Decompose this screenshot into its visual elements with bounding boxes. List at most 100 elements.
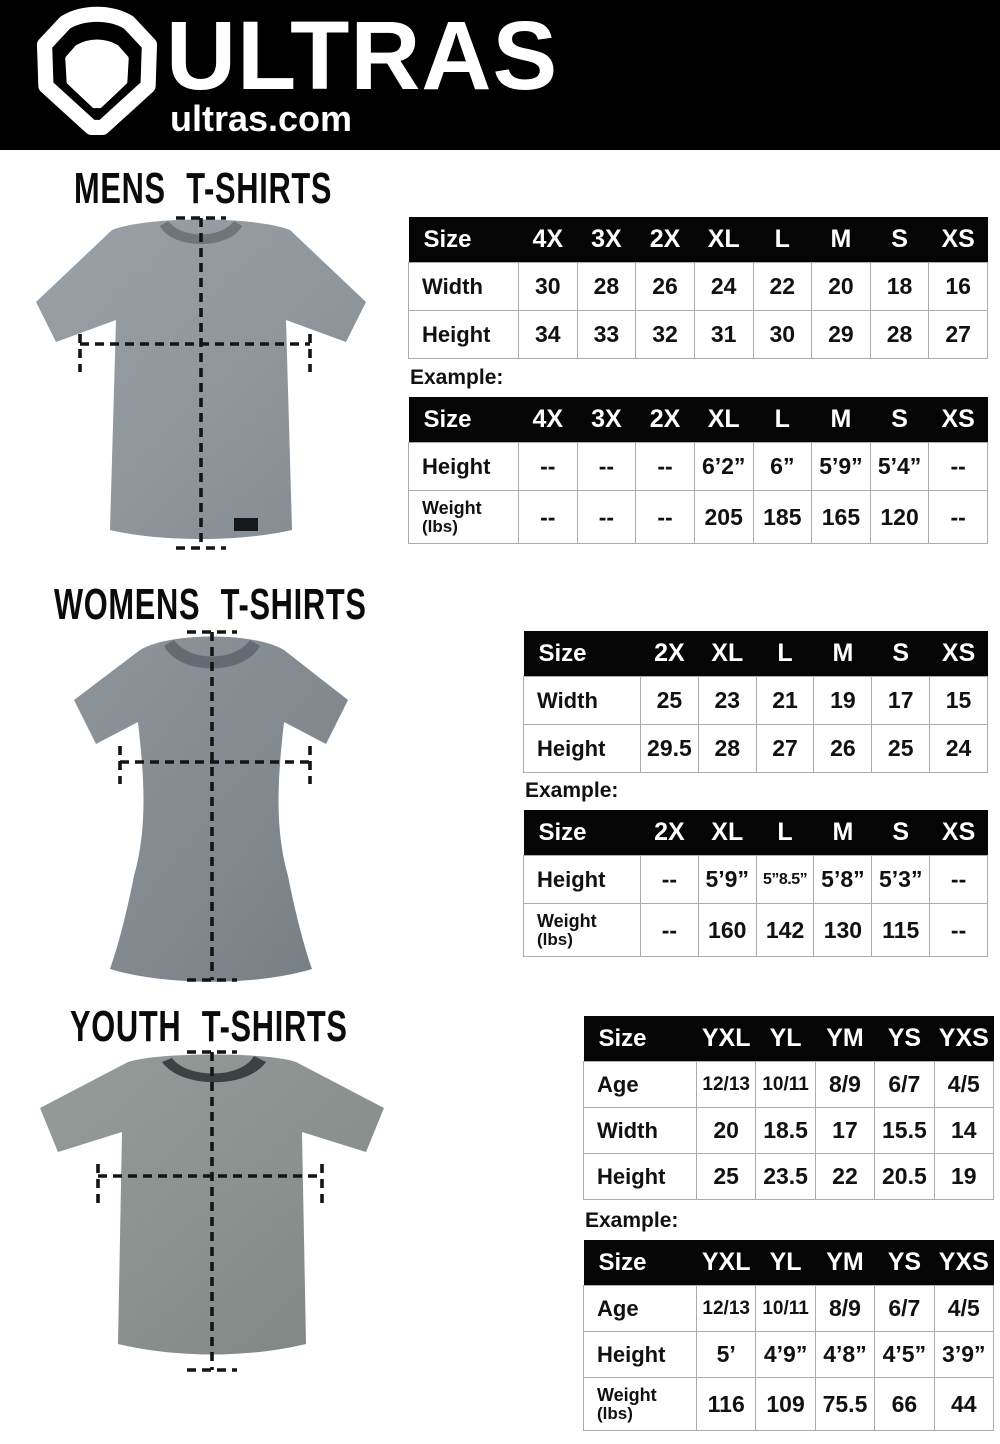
column-header-YL: YL (755, 1240, 816, 1286)
column-header-YM: YM (815, 1240, 875, 1286)
row-label: Width (523, 676, 641, 725)
width-measure-line (118, 746, 312, 784)
size-value: 6/7 (874, 1061, 935, 1108)
column-header-YS: YS (874, 1016, 935, 1062)
size-value: 34 (518, 310, 578, 359)
brand-site-url: ultras.com (170, 98, 353, 139)
youth-example-label: Example: (585, 1209, 679, 1232)
womens-example-table-grid: Size 2X XL L M S XS Height -- 5’9” 5”8.5” 5’8” 5’3” -… (523, 810, 988, 957)
table-row: Width 25 23 21 19 17 15 (523, 676, 988, 725)
mens-example-label: Example: (410, 366, 504, 389)
size-value: 160 (697, 903, 757, 957)
size-value: 116 (695, 1377, 757, 1431)
column-header-M: M (813, 631, 872, 677)
size-value: 5’3” (871, 855, 931, 904)
size-value: -- (929, 903, 988, 957)
womens-shirt-body (74, 636, 348, 982)
column-header-YL: YL (755, 1016, 816, 1062)
size-value: 5’ (695, 1331, 757, 1378)
size-value: 130 (813, 903, 873, 957)
womens-size-table-grid: Size 2X XL L M S XS Width 25 23 21 19 17 15 Height 29.5… (523, 631, 988, 773)
column-header-M: M (811, 217, 871, 263)
column-header-2X: 2X (635, 217, 695, 263)
mens-tshirt-image (36, 216, 366, 550)
size-value: 75.5 (814, 1377, 876, 1431)
size-value: 30 (518, 262, 578, 311)
column-header-XS: XS (928, 397, 988, 443)
size-value: 20 (695, 1107, 757, 1154)
size-value: 165 (811, 490, 871, 544)
row-label: Age (583, 1285, 697, 1332)
table-row: Height -- -- -- 6’2” 6” 5’9” 5’4” -- (408, 442, 988, 491)
size-value: 120 (869, 490, 930, 544)
table-row: Weight (lbs) 116 109 75.5 66 44 (583, 1377, 995, 1431)
size-value: -- (640, 855, 699, 904)
womens-example-label: Example: (525, 779, 619, 802)
column-header-3X: 3X (577, 217, 636, 263)
youth-size-table: Size YXL YL YM YS YXS Age 12/13 10/11 8/9 6/7 4/5 Wi… (583, 1016, 995, 1200)
size-value: 27 (755, 724, 815, 773)
womens-tshirt-image (74, 630, 348, 982)
size-value: 115 (871, 903, 931, 957)
size-value: 3’9” (933, 1331, 995, 1378)
column-header-S: S (871, 631, 930, 677)
hem-tag (234, 518, 258, 531)
column-header-M: M (811, 397, 871, 443)
table-row: Height 25 23.5 22 20.5 19 (583, 1153, 995, 1200)
size-value: 30 (752, 310, 813, 359)
size-value: 29.5 (640, 724, 699, 773)
size-value: 26 (813, 724, 873, 773)
row-label: Width (583, 1107, 697, 1154)
column-header-4X: 4X (518, 397, 578, 443)
column-header-S: S (870, 217, 929, 263)
column-header-S: S (871, 810, 930, 856)
row-label-unit: (lbs) (537, 930, 573, 950)
size-value: 23.5 (755, 1153, 816, 1200)
size-value: -- (576, 490, 637, 544)
section-title-womens: WOMENS T-SHIRTS (54, 580, 367, 629)
size-value: 15 (929, 676, 988, 725)
size-value: 29 (811, 310, 871, 359)
size-value: 5’4” (869, 442, 930, 491)
width-measure-line (78, 334, 312, 372)
size-column-title: Size (583, 1016, 697, 1062)
size-value: 22 (752, 262, 813, 311)
column-header-L: L (753, 217, 812, 263)
section-title-mens: MENS T-SHIRTS (74, 164, 333, 213)
top-banner: ULTRAS ultras.com (0, 0, 1000, 150)
size-value: 33 (576, 310, 637, 359)
column-header-YXL: YXL (696, 1240, 756, 1286)
collar (160, 221, 242, 244)
row-label: Height (523, 855, 641, 904)
table-row: Age 12/13 10/11 8/9 6/7 4/5 (583, 1061, 995, 1108)
size-column-title: Size (408, 217, 519, 263)
size-column-title: Size (523, 810, 641, 856)
row-label: Height (523, 724, 641, 773)
youth-example-table: Size YXL YL YM YS YXS Age 12/13 10/11 8/9 6/7 4/5 He… (583, 1240, 995, 1431)
brand-title: ULTRAS (166, 1, 559, 110)
column-header-XL: XL (698, 810, 757, 856)
size-value: 28 (576, 262, 637, 311)
column-header-XS: XS (929, 810, 988, 856)
size-column-title: Size (583, 1240, 697, 1286)
size-value: 19 (933, 1153, 995, 1200)
size-value: 28 (697, 724, 757, 773)
row-label: Weight (lbs) (408, 490, 519, 544)
size-value: 44 (933, 1377, 995, 1431)
column-header-XL: XL (698, 631, 757, 677)
column-header-XL: XL (694, 217, 753, 263)
section-title-youth: YOUTH T-SHIRTS (70, 1002, 348, 1051)
column-header-S: S (870, 397, 929, 443)
pentagon-crest-icon (36, 6, 158, 136)
size-value: 4/5 (933, 1285, 995, 1332)
row-label-unit: (lbs) (422, 517, 458, 537)
column-header-YXS: YXS (934, 1240, 994, 1286)
size-value: 31 (693, 310, 754, 359)
size-value: 8/9 (814, 1061, 876, 1108)
column-header-2X: 2X (640, 810, 699, 856)
size-value: 142 (755, 903, 815, 957)
size-value: 185 (752, 490, 813, 544)
column-header-XS: XS (928, 217, 988, 263)
table-row: Weight (lbs) -- -- -- 205 185 165 120 -- (408, 490, 988, 544)
